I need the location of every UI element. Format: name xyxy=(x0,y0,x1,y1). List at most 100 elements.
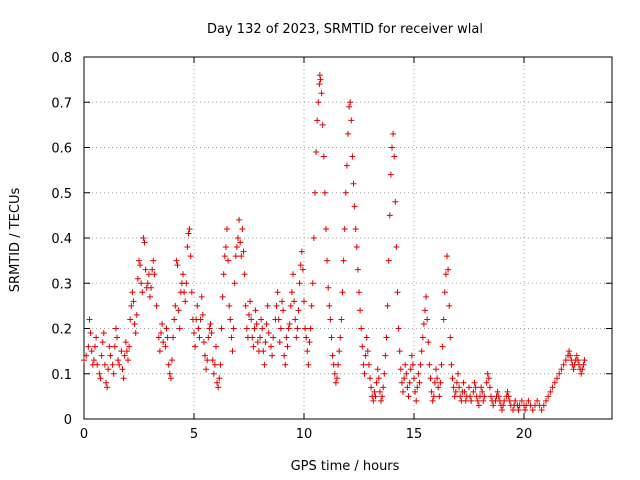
data-point xyxy=(250,343,257,350)
data-point xyxy=(259,325,266,332)
data-point xyxy=(373,379,380,386)
data-point xyxy=(324,257,331,264)
data-point xyxy=(405,393,412,400)
data-point xyxy=(440,316,447,323)
data-point xyxy=(418,348,425,355)
data-point xyxy=(126,343,133,350)
data-point xyxy=(130,298,137,305)
data-point xyxy=(326,302,333,309)
data-point xyxy=(241,271,248,278)
data-point xyxy=(215,384,222,391)
data-point xyxy=(166,370,173,377)
data-point xyxy=(447,334,454,341)
data-point xyxy=(386,212,393,219)
data-point xyxy=(460,379,467,386)
chart-title: Day 132 of 2023, SRMTID for receiver wla… xyxy=(207,22,483,37)
data-point xyxy=(140,235,147,241)
data-point xyxy=(257,334,263,341)
data-point xyxy=(269,352,276,359)
data-point xyxy=(310,235,317,241)
data-point xyxy=(434,375,441,382)
data-point xyxy=(216,375,223,382)
data-point xyxy=(173,257,180,264)
data-point xyxy=(246,311,252,318)
data-point xyxy=(158,330,164,337)
data-point xyxy=(167,375,174,382)
y-tick-label: 0.8 xyxy=(51,51,72,66)
data-point xyxy=(292,316,299,323)
data-point xyxy=(92,343,98,350)
data-point xyxy=(206,325,213,332)
data-point xyxy=(199,311,206,318)
data-point xyxy=(338,316,345,323)
y-tick-label: 0.5 xyxy=(51,187,72,202)
data-point xyxy=(264,302,271,309)
data-point xyxy=(165,361,172,368)
data-point xyxy=(141,239,148,246)
data-point xyxy=(281,352,288,359)
data-point xyxy=(506,397,513,404)
data-point xyxy=(452,388,459,395)
data-point xyxy=(515,406,522,413)
data-point xyxy=(118,348,125,355)
data-point xyxy=(242,302,249,309)
data-point xyxy=(175,307,182,314)
data-point xyxy=(370,397,377,404)
data-point xyxy=(319,121,326,128)
data-point xyxy=(261,361,268,368)
data-point xyxy=(188,289,195,296)
data-point xyxy=(150,257,157,264)
data-point xyxy=(186,225,193,232)
data-point xyxy=(436,393,443,400)
data-point xyxy=(365,361,372,368)
data-point xyxy=(580,361,587,368)
data-point xyxy=(316,72,323,79)
data-point xyxy=(385,257,392,264)
data-point xyxy=(372,393,379,400)
data-point xyxy=(467,393,474,400)
data-point xyxy=(96,370,103,377)
data-point xyxy=(103,379,109,386)
data-point xyxy=(551,379,558,386)
data-point xyxy=(162,343,169,350)
data-point xyxy=(578,370,585,377)
data-point xyxy=(101,361,108,368)
y-tick-label: 0 xyxy=(64,413,72,428)
data-point xyxy=(394,289,401,296)
data-point xyxy=(474,397,481,404)
data-point xyxy=(219,293,226,300)
data-point xyxy=(127,316,134,323)
data-point xyxy=(499,406,505,413)
data-point xyxy=(297,262,304,269)
data-point xyxy=(413,397,420,404)
data-point xyxy=(237,239,244,246)
data-point xyxy=(321,189,328,196)
data-point xyxy=(505,393,512,400)
data-point xyxy=(183,280,190,287)
data-point xyxy=(430,393,437,400)
data-point xyxy=(320,153,327,160)
data-point xyxy=(323,225,329,232)
data-point xyxy=(159,320,166,327)
data-point xyxy=(484,370,491,377)
data-point xyxy=(170,334,177,341)
data-point xyxy=(408,352,415,359)
data-point xyxy=(194,302,201,309)
data-point xyxy=(378,397,384,404)
data-point xyxy=(197,316,204,323)
data-point xyxy=(485,375,492,382)
data-point xyxy=(191,330,197,337)
data-point xyxy=(226,302,233,309)
data-point xyxy=(455,370,461,377)
data-point xyxy=(371,388,378,395)
data-point xyxy=(574,357,581,364)
data-point xyxy=(570,366,577,373)
y-tick-label: 0.4 xyxy=(51,232,72,247)
data-point xyxy=(192,343,199,350)
data-point xyxy=(383,334,390,341)
data-point xyxy=(425,339,432,346)
data-point xyxy=(444,253,450,260)
data-point xyxy=(331,370,338,377)
data-point xyxy=(116,361,123,368)
